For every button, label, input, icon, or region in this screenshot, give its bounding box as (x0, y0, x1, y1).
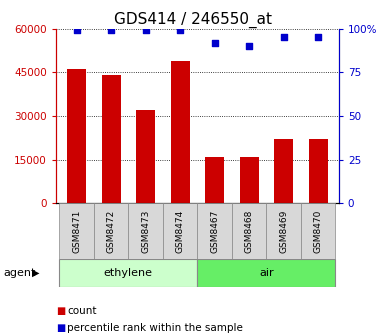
Text: air: air (259, 268, 274, 278)
Point (281, 35, 287, 40)
Bar (232, 203, 266, 259)
Text: count: count (67, 306, 97, 316)
Text: GSM8470: GSM8470 (314, 209, 323, 253)
Bar (198, 259, 335, 287)
Text: ▶: ▶ (32, 268, 39, 278)
Point (142, 28, 149, 33)
Bar (198, 203, 232, 259)
Text: percentile rank within the sample: percentile rank within the sample (67, 323, 243, 333)
Bar (205, 157, 224, 203)
Text: GSM8473: GSM8473 (141, 209, 150, 253)
Bar (266, 203, 301, 259)
Text: GSM8474: GSM8474 (176, 209, 184, 253)
Bar (136, 110, 155, 203)
Point (246, 43, 252, 49)
Text: GSM8472: GSM8472 (107, 209, 116, 253)
Text: GSM8471: GSM8471 (72, 209, 81, 253)
Point (177, 28, 183, 33)
Point (108, 28, 114, 33)
Text: ethylene: ethylene (104, 268, 153, 278)
Bar (163, 203, 197, 259)
Bar (59, 259, 198, 287)
Bar (67, 69, 86, 203)
Bar (94, 203, 128, 259)
Bar (102, 75, 121, 203)
Text: GDS414 / 246550_at: GDS414 / 246550_at (114, 12, 271, 28)
Text: ■: ■ (56, 306, 65, 316)
Bar (239, 157, 259, 203)
Point (315, 35, 321, 40)
Bar (274, 139, 293, 203)
Text: agent: agent (4, 268, 36, 278)
Bar (309, 139, 328, 203)
Bar (171, 60, 189, 203)
Point (74, 28, 80, 33)
Point (211, 40, 218, 45)
Text: GSM8468: GSM8468 (244, 209, 254, 253)
Text: ■: ■ (56, 323, 65, 333)
Text: GSM8467: GSM8467 (210, 209, 219, 253)
Bar (59, 203, 94, 259)
Bar (301, 203, 335, 259)
Bar (128, 203, 163, 259)
Text: GSM8469: GSM8469 (279, 209, 288, 253)
